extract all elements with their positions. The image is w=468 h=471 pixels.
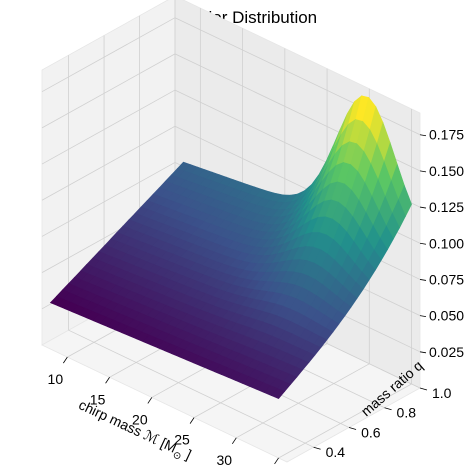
z-tick-label: 0.125 <box>429 199 464 215</box>
x-tick <box>105 377 110 384</box>
x-tick <box>147 397 153 404</box>
z-tick-label: 0.075 <box>429 271 464 287</box>
z-tick <box>419 242 427 245</box>
grid-floor-x <box>236 363 370 439</box>
z-tick-label: 0.050 <box>429 308 464 324</box>
y-tick <box>384 407 392 411</box>
x-tick-label: 15 <box>90 391 106 407</box>
y-tick-label: 1.0 <box>432 385 452 401</box>
y-tick-label: 0.8 <box>397 405 417 421</box>
z-tick-label: 0.175 <box>429 127 464 143</box>
grid-left-z <box>41 53 176 129</box>
z-tick <box>419 279 427 281</box>
grid-floor-x <box>278 383 412 459</box>
x-tick-label: 25 <box>174 432 190 448</box>
y-tick <box>348 427 357 430</box>
z-tick <box>419 206 427 209</box>
grid-left-z <box>41 89 176 165</box>
x-tick <box>274 457 279 465</box>
x-tick <box>63 356 68 364</box>
x-tick-label: 10 <box>48 371 64 387</box>
z-tick <box>419 315 427 318</box>
grid-left-z <box>41 17 176 93</box>
z-tick <box>419 134 427 137</box>
grid-floor-y <box>68 329 314 448</box>
x-tick-label: 20 <box>132 411 148 427</box>
y-tick-label: 0.6 <box>361 424 381 440</box>
surface <box>49 95 412 399</box>
y-tick <box>419 387 428 391</box>
z-tick <box>419 351 427 354</box>
y-tick-label: 0.4 <box>326 444 346 460</box>
surface-facet <box>270 388 286 399</box>
x-tick-label: 30 <box>217 452 233 468</box>
z-tick <box>419 170 427 173</box>
grid-left-z <box>41 125 176 201</box>
z-tick-label: 0.150 <box>429 163 464 179</box>
y-tick <box>313 446 321 450</box>
x-tick <box>189 417 195 424</box>
x-tick <box>231 437 237 445</box>
z-tick-label: 0.100 <box>429 235 464 251</box>
grid-left-z <box>41 162 176 237</box>
ticks: 1015202530350.40.60.81.00.0250.0500.0750… <box>48 127 465 468</box>
z-tick-label: 0.025 <box>429 344 464 360</box>
